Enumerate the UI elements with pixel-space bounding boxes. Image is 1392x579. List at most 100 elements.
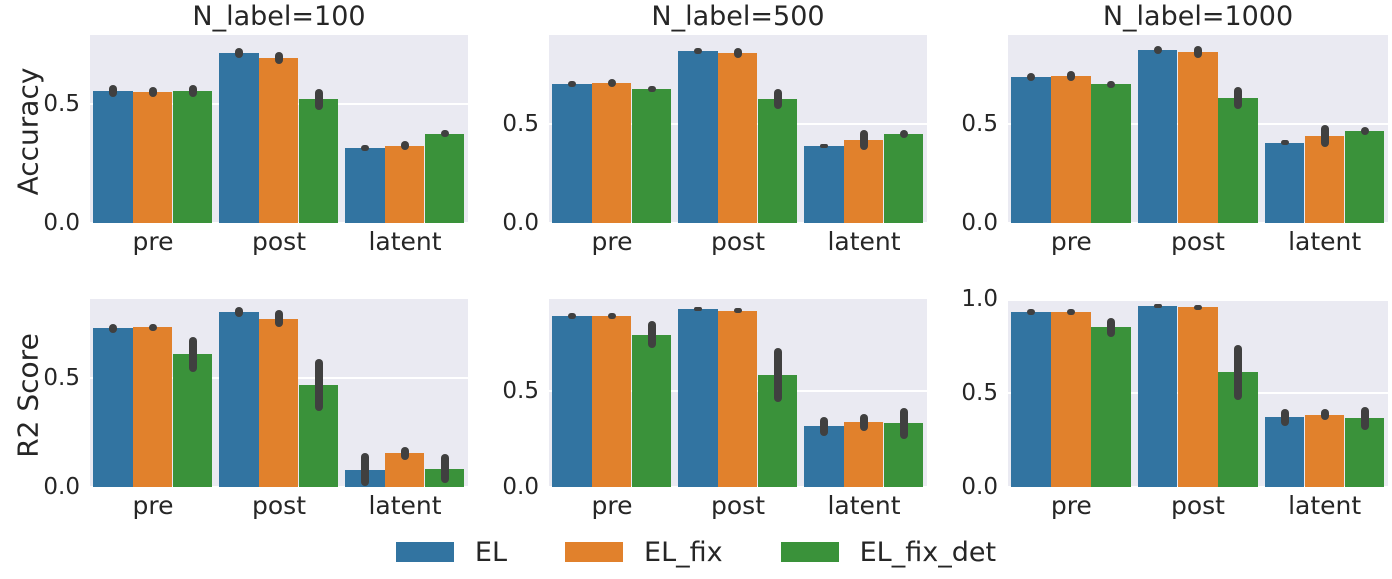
x-tick-label: pre	[1050, 491, 1092, 520]
error-bar-EL-post	[694, 47, 703, 54]
y-tick-label: 0.0	[961, 210, 998, 236]
legend-item-el: EL	[395, 536, 508, 568]
error-bar-EL-latent	[361, 453, 370, 486]
error-bar-EL-latent	[1280, 140, 1289, 146]
y-tick-label: 0.5	[961, 111, 998, 138]
error-bar-EL_fix_det-latent	[1360, 127, 1369, 135]
x-tick-label: latent	[368, 491, 442, 520]
subplot-title-n500: N_label=500	[651, 1, 825, 32]
bar-EL_fix-post	[259, 318, 299, 487]
bar-EL-pre	[552, 83, 592, 223]
error-bar-EL_fix-post	[275, 51, 283, 64]
x-tick-label: latent	[827, 491, 901, 520]
x-tick-label: pre	[132, 227, 174, 256]
legend-label-el-fix-det: EL_fix_det	[859, 536, 997, 568]
bar-EL_fix-post	[718, 310, 758, 487]
bar-EL_fix_det-latent	[1344, 130, 1385, 223]
error-bar-EL-pre	[568, 80, 577, 87]
error-bar-EL_fix_det-post	[314, 88, 323, 110]
error-bar-EL_fix_det-post	[1234, 87, 1243, 110]
legend-swatch-el-fix	[565, 542, 624, 562]
error-bar-EL-post	[694, 306, 703, 311]
y-tick-label: 0.0	[43, 210, 80, 236]
error-bar-EL_fix_det-latent	[1360, 407, 1369, 430]
error-bar-EL_fix-latent	[1320, 408, 1329, 421]
bar-EL-post	[678, 50, 718, 223]
y-tick-label: 0.0	[43, 474, 80, 500]
subplot-r2-n1000	[1008, 299, 1388, 488]
bar-EL_fix-post	[718, 52, 758, 223]
y-axis-label-r2-score: R2 Score	[11, 333, 45, 458]
bar-EL_fix-post	[259, 57, 299, 223]
error-bar-EL_fix_det-post	[314, 358, 323, 411]
error-bar-EL_fix_det-latent	[899, 407, 908, 439]
bar-EL_fix-latent	[844, 140, 884, 223]
bar-EL_fix-pre	[592, 82, 632, 223]
error-bar-EL_fix_det-latent	[899, 130, 908, 139]
bar-EL_fix_det-latent	[1344, 418, 1385, 487]
y-tick-label: 0.5	[502, 110, 539, 137]
bar-EL-post	[219, 312, 259, 487]
error-bar-EL_fix-pre	[149, 87, 157, 97]
subplot-title-n100: N_label=100	[192, 1, 366, 32]
bar-EL_fix-latent	[385, 145, 425, 223]
error-bar-EL_fix_det-pre	[647, 321, 656, 349]
legend-swatch-el	[395, 542, 454, 562]
x-tick-label: pre	[132, 491, 174, 520]
bar-EL_fix_det-post	[298, 99, 339, 223]
error-bar-EL_fix_det-post	[773, 348, 782, 403]
y-tick-label: 0.0	[961, 474, 998, 500]
x-tick-label: latent	[827, 227, 901, 256]
error-bar-EL-post	[235, 48, 244, 58]
error-bar-EL-pre	[1027, 309, 1036, 315]
legend: EL EL_fix EL_fix_det	[0, 529, 1392, 575]
bar-EL_fix_det-latent	[424, 133, 465, 223]
subplot-accuracy-n100	[90, 35, 468, 224]
bar-EL-post	[678, 308, 718, 487]
y-tick-label: 1.0	[961, 286, 998, 312]
error-bar-EL_fix_det-latent	[440, 454, 449, 483]
error-bar-EL-pre	[109, 84, 118, 97]
bar-EL-latent	[1264, 417, 1305, 487]
error-bar-EL-latent	[820, 144, 829, 149]
x-tick-label: latent	[1288, 491, 1362, 520]
error-bar-EL-pre	[568, 313, 577, 320]
x-tick-label: pre	[591, 227, 633, 256]
bar-EL-pre	[93, 328, 133, 487]
legend-item-el-fix-det: EL_fix_det	[780, 536, 997, 568]
error-bar-EL_fix-pre	[1067, 70, 1076, 81]
error-bar-EL-latent	[820, 416, 829, 436]
bar-EL_fix-latent	[844, 422, 884, 487]
legend-swatch-el-fix-det	[780, 542, 839, 562]
error-bar-EL_fix-post	[734, 307, 742, 314]
y-tick-label: 0.5	[43, 91, 80, 117]
bar-EL_fix-pre	[1051, 312, 1091, 487]
error-bar-EL_fix-pre	[608, 78, 616, 87]
bar-EL-pre	[1011, 76, 1051, 223]
y-tick-label: 0.0	[502, 210, 539, 236]
bar-EL_fix_det-pre	[172, 90, 213, 223]
bar-EL-pre	[93, 90, 133, 223]
bar-EL_fix_det-post	[1218, 98, 1258, 223]
gridline	[549, 486, 927, 488]
legend-label-el: EL	[474, 536, 508, 568]
error-bar-EL_fix_det-post	[1234, 345, 1243, 400]
subplot-r2-n100	[90, 299, 468, 488]
y-axis-label-accuracy: Accuracy	[11, 67, 45, 196]
error-bar-EL_fix-latent	[860, 130, 868, 151]
error-bar-EL-pre	[1027, 72, 1036, 81]
bar-EL_fix_det-pre	[631, 88, 672, 223]
error-bar-EL-post	[235, 306, 244, 318]
bar-EL_fix_det-latent	[883, 134, 924, 223]
subplot-title-n1000: N_label=1000	[1102, 1, 1294, 32]
x-tick-label: latent	[1288, 227, 1362, 256]
x-tick-label: post	[711, 227, 765, 256]
gridline	[1008, 222, 1388, 224]
error-bar-EL_fix-post	[1194, 45, 1202, 58]
bar-EL_fix-post	[1177, 307, 1218, 487]
error-bar-EL_fix-latent	[860, 413, 868, 432]
y-tick-label: 0.5	[502, 377, 539, 404]
bar-EL_fix-pre	[133, 327, 173, 487]
x-tick-label: post	[252, 227, 306, 256]
